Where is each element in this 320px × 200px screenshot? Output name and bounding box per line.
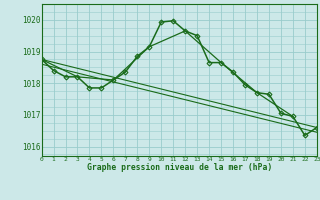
- X-axis label: Graphe pression niveau de la mer (hPa): Graphe pression niveau de la mer (hPa): [87, 163, 272, 172]
